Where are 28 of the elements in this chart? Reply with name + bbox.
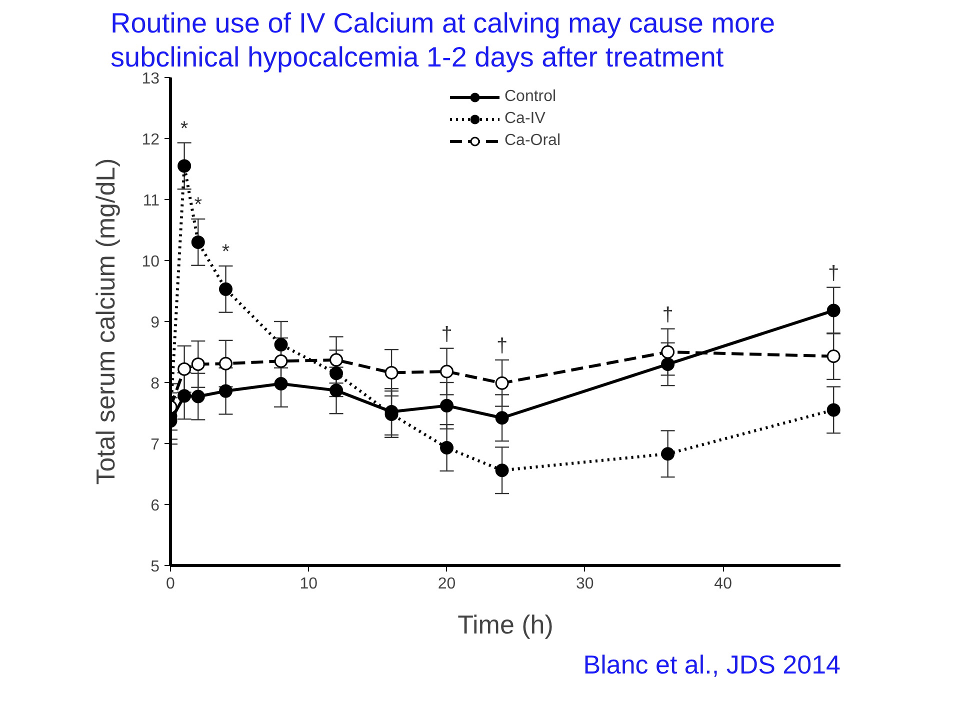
y-axis-title: Total serum calcium (mg/dL) — [90, 158, 121, 485]
legend-label: Control — [504, 88, 556, 106]
y-tick-label: 9 — [150, 314, 160, 332]
x-tick-label: 20 — [438, 576, 456, 592]
y-tick-label: 6 — [150, 498, 160, 514]
y-tick-label: 11 — [142, 192, 160, 210]
x-tick-label: 10 — [300, 576, 318, 592]
legend-label: Ca-Oral — [504, 132, 561, 150]
y-tick-label: 8 — [150, 376, 160, 392]
annotation: * — [194, 194, 202, 216]
x-tick-label: 40 — [714, 576, 732, 592]
annotation: * — [222, 240, 230, 263]
y-tick-label: 5 — [150, 558, 160, 576]
legend-label: Ca-IV — [504, 110, 546, 128]
annotation: † — [441, 323, 452, 346]
annotation: † — [662, 304, 674, 326]
y-tick-label: 10 — [142, 254, 160, 270]
y-tick-label: 7 — [150, 436, 160, 454]
annotation: † — [828, 262, 840, 284]
chart-title: Routine use of IV Calcium at calving may cause more subclinical hypocalcemia 1-2 days after treatment — [110, 7, 776, 72]
x-tick-label: 0 — [166, 576, 176, 592]
y-tick-label: 13 — [142, 70, 160, 88]
y-tick-label: 12 — [142, 132, 160, 148]
annotation: † — [496, 334, 508, 357]
annotation: * — [180, 118, 188, 140]
text: Blanc et al., JDS 2014 — [583, 650, 841, 680]
x-axis-title: Time (h) — [458, 610, 554, 640]
x-tick-label: 30 — [576, 576, 594, 592]
